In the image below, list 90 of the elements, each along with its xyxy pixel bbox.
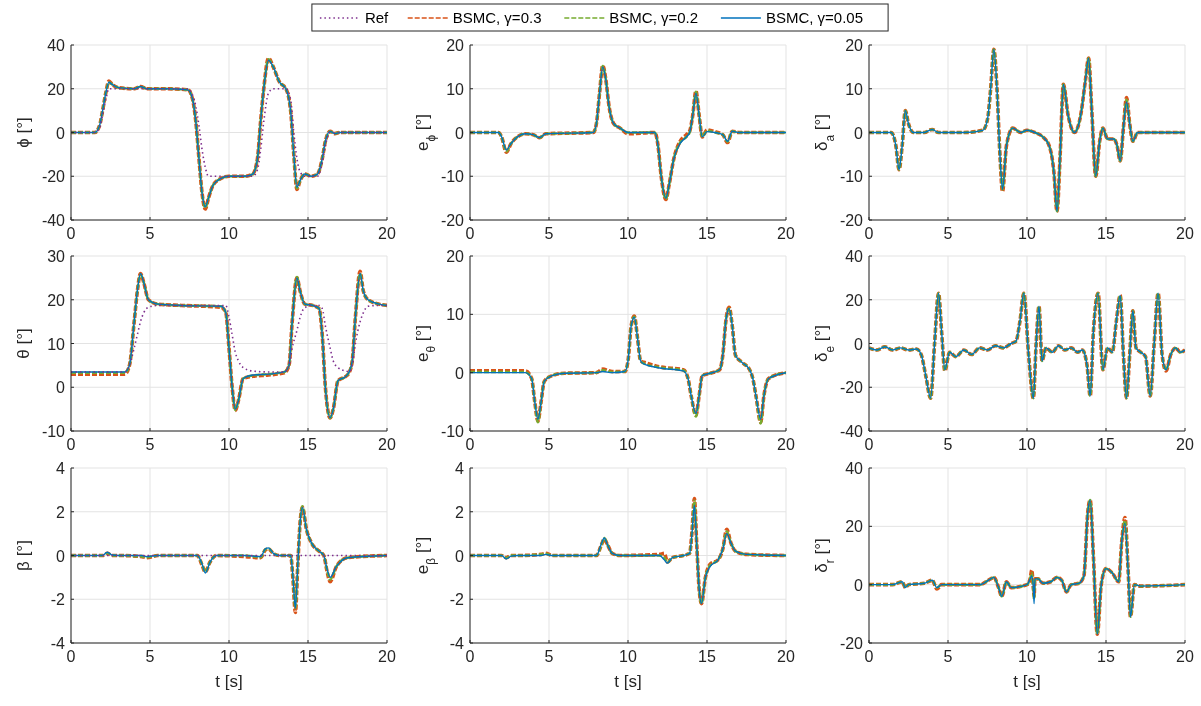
y-tick-label: 10 bbox=[446, 306, 465, 324]
y-tick-label: -20 bbox=[839, 379, 864, 397]
y-tick-label: 0 bbox=[56, 124, 66, 142]
x-tick-label: 20 bbox=[378, 436, 396, 453]
x-tick-label: 15 bbox=[1097, 225, 1115, 242]
x-tick-label: 20 bbox=[777, 648, 795, 665]
y-tick-label: 10 bbox=[47, 335, 66, 353]
x-tick-label: 5 bbox=[943, 436, 953, 453]
x-tick-label: 10 bbox=[1018, 436, 1036, 453]
y-tick-label: 20 bbox=[845, 518, 864, 536]
x-axis-title: t [s] bbox=[1013, 672, 1041, 691]
legend-label: BSMC, γ=0.2 bbox=[609, 9, 699, 26]
y-tick-label: 20 bbox=[446, 248, 465, 265]
y-tick-label: 2 bbox=[56, 503, 66, 521]
x-tick-label: 5 bbox=[145, 648, 155, 665]
legend-label: Ref bbox=[364, 9, 390, 26]
x-tick-label: 15 bbox=[1097, 648, 1115, 665]
x-tick-label: 20 bbox=[777, 436, 795, 453]
x-tick-label: 20 bbox=[378, 225, 396, 242]
x-tick-label: 20 bbox=[1176, 436, 1194, 453]
x-tick-label: 15 bbox=[1097, 436, 1115, 453]
y-tick-label: -10 bbox=[440, 168, 465, 186]
y-tick-label: 0 bbox=[56, 379, 66, 397]
y-tick-label: 10 bbox=[845, 80, 864, 98]
x-tick-label: 20 bbox=[378, 648, 396, 665]
y-tick-label: -2 bbox=[50, 591, 66, 609]
y-tick-label: 10 bbox=[446, 80, 465, 98]
y-tick-label: 0 bbox=[854, 335, 864, 353]
x-tick-label: 20 bbox=[1176, 648, 1194, 665]
y-tick-label: 20 bbox=[845, 37, 864, 54]
y-axis-title: θ [°] bbox=[14, 328, 33, 359]
x-tick-label: 10 bbox=[1018, 648, 1036, 665]
y-axis-title: β [°] bbox=[14, 540, 33, 571]
x-tick-label: 5 bbox=[943, 225, 953, 242]
x-tick-label: 10 bbox=[1018, 225, 1036, 242]
y-tick-label: -40 bbox=[41, 212, 66, 229]
x-tick-label: 10 bbox=[619, 225, 637, 242]
x-tick-label: 20 bbox=[777, 225, 795, 242]
x-tick-label: 5 bbox=[544, 225, 554, 242]
x-tick-label: 15 bbox=[698, 436, 716, 453]
x-axis-title: t [s] bbox=[215, 672, 243, 691]
x-tick-label: 5 bbox=[544, 648, 554, 665]
y-tick-label: 0 bbox=[56, 547, 66, 565]
y-tick-label: 0 bbox=[854, 124, 864, 142]
x-tick-label: 5 bbox=[145, 436, 155, 453]
y-tick-label: 0 bbox=[455, 364, 465, 382]
y-tick-label: 4 bbox=[56, 460, 66, 477]
y-tick-label: -40 bbox=[839, 423, 864, 440]
y-tick-label: 40 bbox=[47, 37, 66, 54]
y-tick-label: 20 bbox=[446, 37, 465, 54]
y-tick-label: 4 bbox=[455, 460, 465, 477]
x-tick-label: 20 bbox=[1176, 225, 1194, 242]
x-tick-label: 10 bbox=[220, 436, 238, 453]
x-tick-label: 15 bbox=[698, 225, 716, 242]
y-tick-label: 40 bbox=[845, 460, 864, 477]
y-tick-label: 20 bbox=[47, 291, 66, 309]
x-tick-label: 10 bbox=[619, 648, 637, 665]
y-tick-label: 2 bbox=[455, 503, 465, 521]
legend-label: BSMC, γ=0.05 bbox=[765, 9, 864, 26]
y-tick-label: -10 bbox=[41, 423, 66, 440]
x-tick-label: 15 bbox=[299, 225, 317, 242]
legend-label: BSMC, γ=0.3 bbox=[452, 9, 542, 26]
y-tick-label: -4 bbox=[50, 635, 66, 652]
y-tick-label: 0 bbox=[455, 124, 465, 142]
x-tick-label: 5 bbox=[544, 436, 554, 453]
y-tick-label: -20 bbox=[440, 212, 465, 229]
y-axis-title: ϕ [°] bbox=[14, 117, 33, 148]
y-tick-label: -4 bbox=[449, 635, 465, 652]
x-tick-label: 5 bbox=[145, 225, 155, 242]
line-series bbox=[71, 304, 387, 373]
y-tick-label: 20 bbox=[845, 291, 864, 309]
x-tick-label: 10 bbox=[220, 648, 238, 665]
x-tick-label: 10 bbox=[619, 436, 637, 453]
y-tick-label: -20 bbox=[41, 168, 66, 186]
x-tick-label: 5 bbox=[943, 648, 953, 665]
x-axis-title: t [s] bbox=[614, 672, 642, 691]
y-tick-label: 20 bbox=[47, 80, 66, 98]
y-tick-label: -20 bbox=[839, 212, 864, 229]
y-tick-label: 0 bbox=[854, 576, 864, 594]
x-tick-label: 15 bbox=[299, 648, 317, 665]
x-tick-label: 10 bbox=[220, 225, 238, 242]
y-tick-label: -2 bbox=[449, 591, 465, 609]
y-tick-label: -10 bbox=[440, 423, 465, 440]
y-tick-label: -10 bbox=[839, 168, 864, 186]
x-tick-label: 15 bbox=[299, 436, 317, 453]
y-tick-label: 40 bbox=[845, 248, 864, 265]
y-tick-label: 0 bbox=[455, 547, 465, 565]
x-tick-label: 15 bbox=[698, 648, 716, 665]
y-tick-label: 30 bbox=[47, 248, 66, 265]
y-tick-label: -20 bbox=[839, 635, 864, 652]
